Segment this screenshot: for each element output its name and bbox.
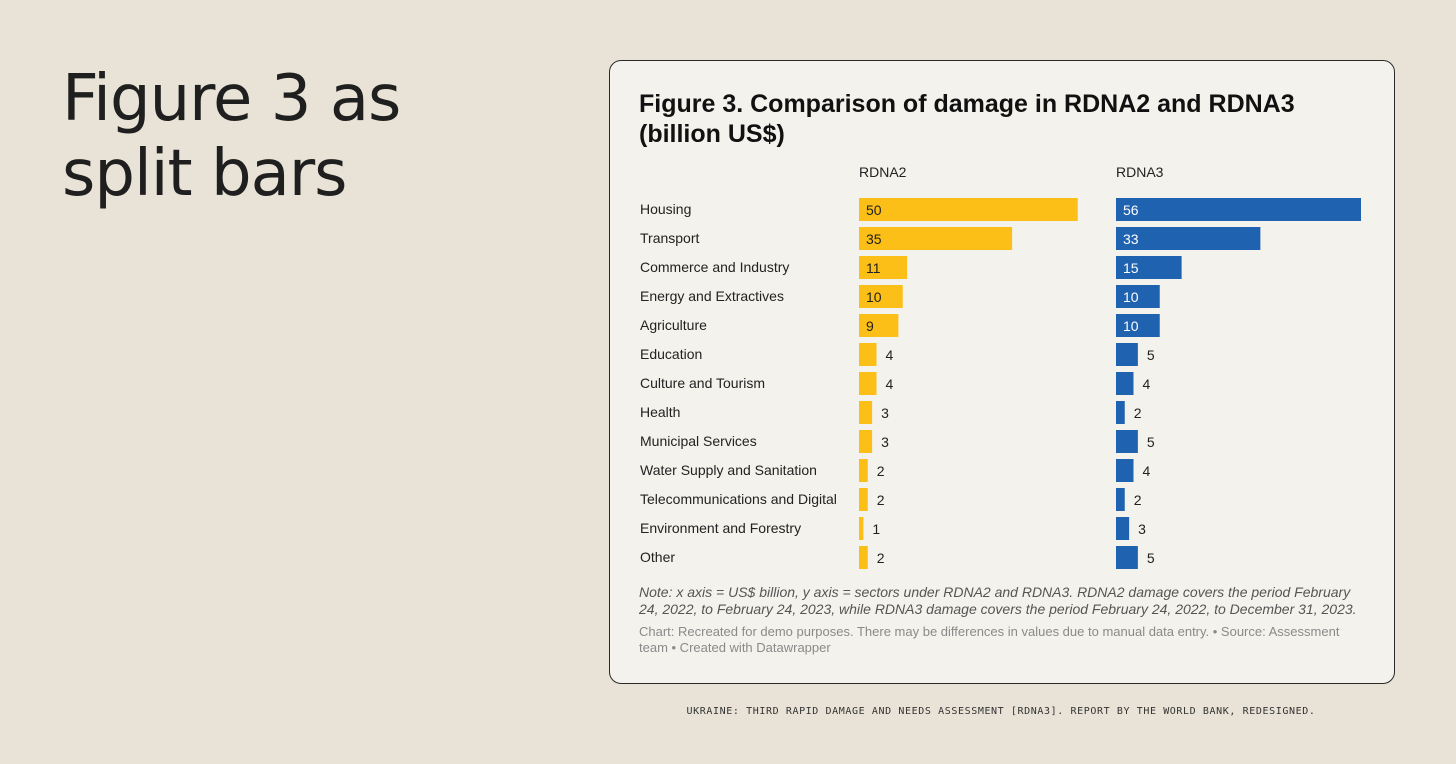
bar-rdna3 — [1116, 198, 1361, 221]
page-headline: Figure 3 as split bars — [62, 62, 401, 211]
bar-rdna3 — [1116, 459, 1134, 482]
data-label-rdna3: 10 — [1123, 318, 1139, 334]
data-label-rdna2: 11 — [866, 260, 881, 276]
bar-rdna2 — [859, 314, 899, 337]
data-label-rdna2: 2 — [877, 463, 885, 479]
category-label: Water Supply and Sanitation — [640, 462, 817, 478]
chart-note: Note: x axis = US$ billion, y axis = sec… — [639, 584, 1357, 617]
bar-rdna2 — [859, 227, 1013, 250]
bar-rdna2 — [859, 488, 868, 511]
data-label-rdna2: 9 — [866, 318, 874, 334]
bar-rdna2 — [859, 372, 877, 395]
category-label: Environment and Forestry — [640, 520, 801, 536]
bar-rdna3 — [1116, 227, 1261, 250]
category-label: Other — [640, 549, 675, 565]
bar-rdna2 — [859, 459, 868, 482]
bar-rdna3 — [1116, 314, 1160, 337]
data-label-rdna2: 3 — [881, 434, 889, 450]
bar-rdna3 — [1116, 285, 1160, 308]
data-label-rdna3: 5 — [1147, 550, 1155, 566]
bar-rdna3 — [1116, 343, 1138, 366]
category-label: Health — [640, 404, 680, 420]
data-label-rdna2: 1 — [872, 521, 880, 537]
data-label-rdna3: 3 — [1138, 521, 1146, 537]
category-label: Culture and Tourism — [640, 375, 765, 391]
bar-rdna3 — [1116, 517, 1130, 540]
data-label-rdna3: 56 — [1123, 202, 1139, 218]
data-label-rdna2: 50 — [866, 202, 882, 218]
data-label-rdna3: 2 — [1134, 492, 1142, 508]
category-label: Housing — [640, 201, 691, 217]
bar-rdna3 — [1116, 488, 1125, 511]
bar-rdna2 — [859, 256, 908, 279]
bar-rdna3 — [1116, 546, 1138, 569]
page-caption: UKRAINE: THIRD RAPID DAMAGE AND NEEDS AS… — [686, 706, 1316, 717]
bar-rdna2 — [859, 285, 903, 308]
data-label-rdna3: 33 — [1123, 231, 1139, 247]
chart-credit: Chart: Recreated for demo purposes. Ther… — [639, 624, 1340, 655]
category-label: Agriculture — [640, 317, 707, 333]
category-label: Telecommunications and Digital — [640, 491, 837, 507]
series-header-rdna2: RDNA2 — [859, 164, 907, 180]
bar-rdna2 — [859, 343, 877, 366]
series-header-rdna3: RDNA3 — [1116, 164, 1164, 180]
data-label-rdna3: 10 — [1123, 289, 1139, 305]
data-label-rdna3: 4 — [1143, 376, 1151, 392]
category-label: Commerce and Industry — [640, 259, 789, 275]
data-label-rdna3: 15 — [1123, 260, 1139, 276]
bar-rdna2 — [859, 401, 873, 424]
bar-rdna3 — [1116, 430, 1138, 453]
category-label: Municipal Services — [640, 433, 757, 449]
bar-rdna2 — [859, 546, 868, 569]
data-label-rdna2: 2 — [877, 550, 885, 566]
data-label-rdna2: 3 — [881, 405, 889, 421]
bar-rdna2 — [859, 430, 873, 453]
category-label: Transport — [640, 230, 700, 246]
data-label-rdna3: 5 — [1147, 434, 1155, 450]
data-label-rdna3: 4 — [1143, 463, 1151, 479]
data-label-rdna3: 5 — [1147, 347, 1155, 363]
category-label: Energy and Extractives — [640, 288, 784, 304]
data-label-rdna2: 4 — [886, 347, 894, 363]
bar-rdna3 — [1116, 372, 1134, 395]
chart-card: Figure 3. Comparison of damage in RDNA2 … — [609, 60, 1395, 684]
chart-title: Figure 3. Comparison of damage in RDNA2 … — [639, 90, 1295, 148]
bar-rdna2 — [859, 517, 864, 540]
category-label: Education — [640, 346, 702, 362]
data-label-rdna2: 2 — [877, 492, 885, 508]
data-label-rdna2: 10 — [866, 289, 882, 305]
data-label-rdna2: 4 — [886, 376, 894, 392]
bar-rdna2 — [859, 198, 1078, 221]
data-label-rdna3: 2 — [1134, 405, 1142, 421]
bar-rdna3 — [1116, 256, 1182, 279]
bar-rdna3 — [1116, 401, 1125, 424]
data-label-rdna2: 35 — [866, 231, 882, 247]
